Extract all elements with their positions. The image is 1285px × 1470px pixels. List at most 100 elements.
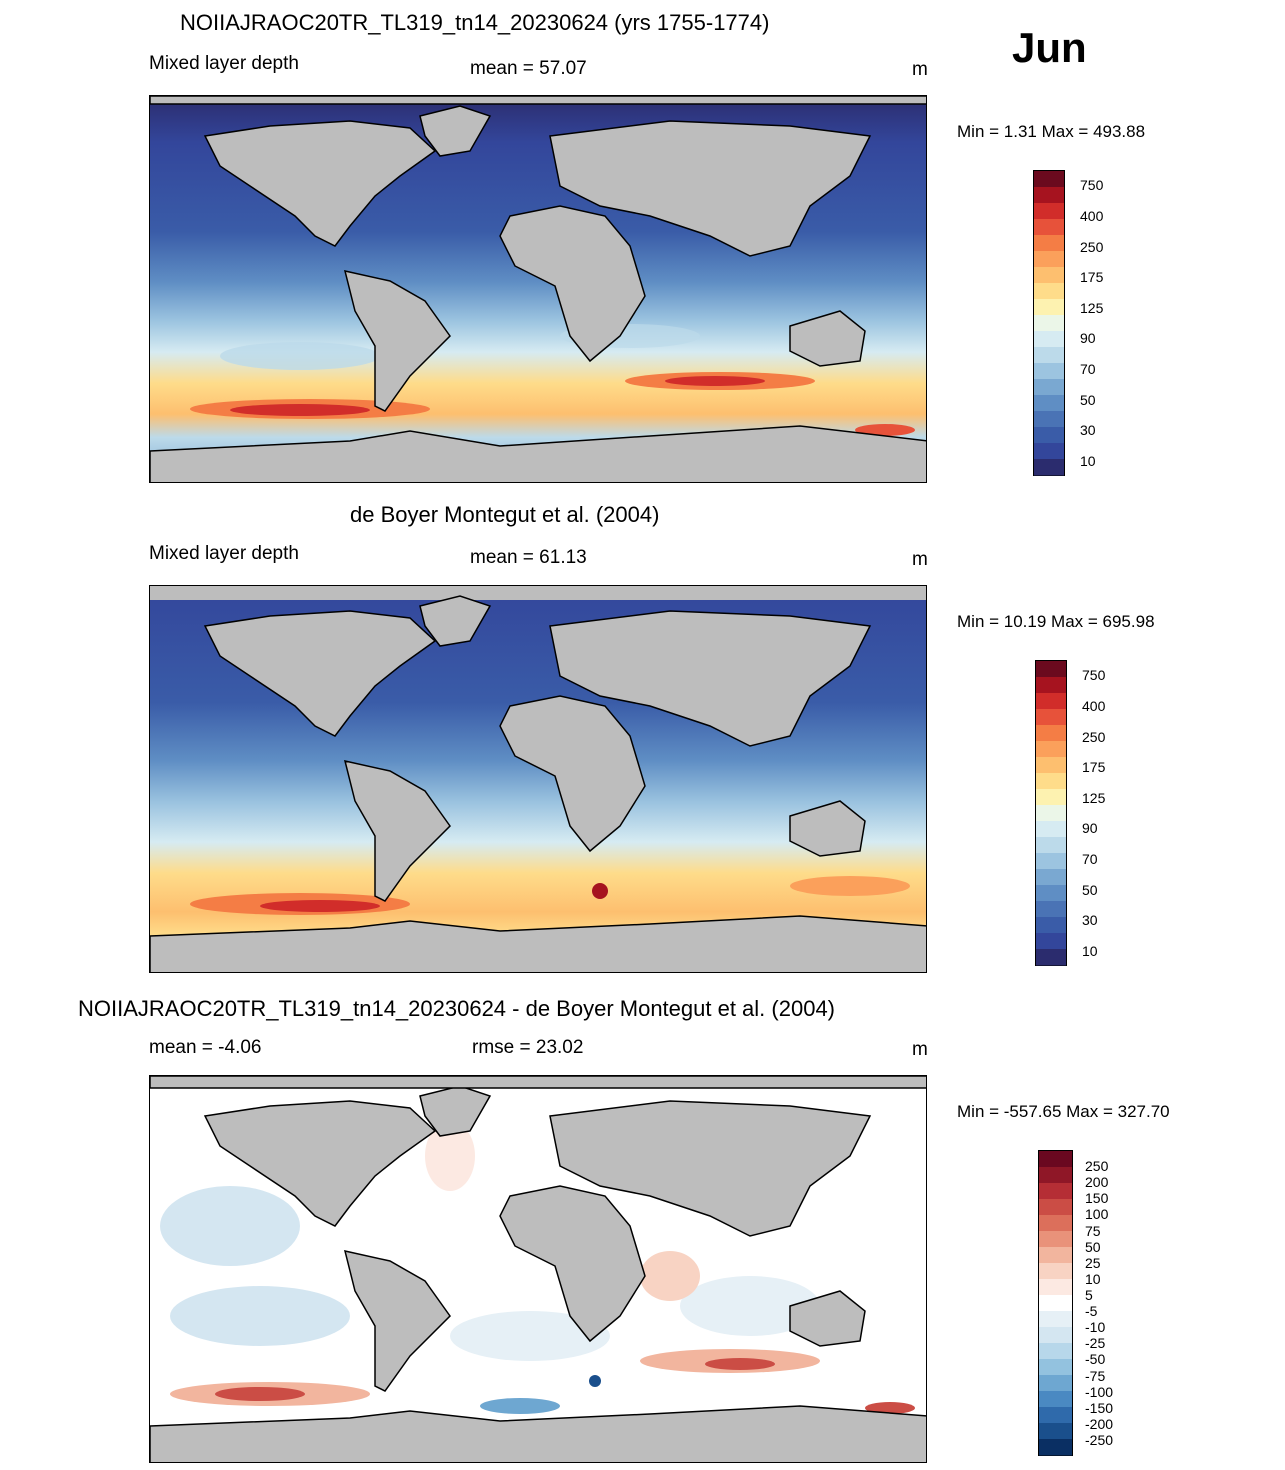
colorbar-tick-label: 400 <box>1080 207 1104 224</box>
panel-title: NOIIAJRAOC20TR_TL319_tn14_20230624 - de … <box>78 996 836 1021</box>
colorbar-cell <box>1039 1343 1072 1360</box>
colorbar-cell <box>1034 219 1064 236</box>
colorbar-cell <box>1039 1183 1072 1200</box>
colorbar-tick-label: 25 <box>1085 1254 1101 1271</box>
colorbar-cell <box>1039 1167 1072 1184</box>
colorbar-cell <box>1036 885 1066 902</box>
units-label: m <box>912 1039 928 1060</box>
panel-title: NOIIAJRAOC20TR_TL319_tn14_20230624 (yrs … <box>180 10 770 35</box>
colorbar-tick-label: -50 <box>1085 1351 1106 1368</box>
colorbar-cell <box>1034 267 1064 284</box>
colorbar-tick-label: 200 <box>1085 1174 1109 1191</box>
colorbar-cell <box>1036 693 1066 710</box>
colorbar-cell <box>1034 235 1064 252</box>
colorbar-cell <box>1034 363 1064 380</box>
colorbar-tick-label: 10 <box>1080 452 1096 469</box>
month-label: Jun <box>1012 24 1087 71</box>
colorbar-tick-label: 150 <box>1085 1190 1109 1207</box>
colorbar-tick-label: 50 <box>1085 1238 1101 1255</box>
units-label: m <box>912 59 928 80</box>
map-obs <box>149 585 927 973</box>
map-model <box>149 95 927 483</box>
colorbar-cell <box>1036 821 1066 838</box>
min-max-label: Min = 1.31 Max = 493.88 <box>957 122 1146 141</box>
rmse-label: rmse = 23.02 <box>472 1037 584 1058</box>
colorbar-cell <box>1039 1423 1072 1440</box>
colorbar-cell <box>1036 789 1066 806</box>
min-max-label: Min = -557.65 Max = 327.70 <box>957 1102 1170 1121</box>
colorbar-tick-label: 400 <box>1082 697 1106 714</box>
colorbar-cell <box>1036 917 1066 934</box>
colorbar-tick-label: 70 <box>1082 850 1098 867</box>
colorbar-cell <box>1036 677 1066 694</box>
colorbar-tick-label: 50 <box>1082 881 1098 898</box>
colorbar-tick-label: 125 <box>1082 789 1106 806</box>
colorbar-cell <box>1039 1311 1072 1328</box>
panel-title: de Boyer Montegut et al. (2004) <box>350 502 660 527</box>
colorbar-tick-label: 250 <box>1080 238 1104 255</box>
variable-label: Mixed layer depth <box>149 543 299 564</box>
colorbar-cell <box>1034 427 1064 444</box>
colorbar-tick-label: 90 <box>1080 330 1096 347</box>
colorbar-tick-label: -10 <box>1085 1319 1106 1336</box>
colorbar-tick-label: 750 <box>1082 667 1106 684</box>
colorbar-cell <box>1039 1199 1072 1216</box>
map-diff <box>149 1075 927 1463</box>
colorbar-tick-label: 10 <box>1085 1270 1101 1287</box>
colorbar-cell <box>1039 1407 1072 1424</box>
colorbar-cell <box>1034 331 1064 348</box>
colorbar-cell <box>1034 299 1064 316</box>
colorbar-tick-label: 750 <box>1080 177 1104 194</box>
colorbar-cell <box>1034 315 1064 332</box>
colorbar-tick-label: -250 <box>1085 1431 1114 1448</box>
land-mask <box>150 1076 926 1462</box>
colorbar-cell <box>1036 901 1066 918</box>
colorbar-cell <box>1039 1215 1072 1232</box>
colorbar-cell <box>1034 187 1064 204</box>
colorbar-cell <box>1036 773 1066 790</box>
colorbar-cell <box>1034 251 1064 268</box>
colorbar-cell <box>1039 1279 1072 1296</box>
colorbar-tick-label: 30 <box>1082 912 1098 929</box>
colorbar-cell <box>1036 709 1066 726</box>
colorbar-cell <box>1039 1151 1072 1168</box>
mean-label: mean = -4.06 <box>149 1037 262 1058</box>
colorbar-obs <box>1035 660 1067 966</box>
mean-label: mean = 57.07 <box>470 58 587 79</box>
colorbar-cell <box>1039 1439 1072 1456</box>
land-mask <box>150 96 926 482</box>
colorbar-cell <box>1036 933 1066 950</box>
colorbar-cell <box>1034 203 1064 220</box>
colorbar-tick-label: -200 <box>1085 1415 1114 1432</box>
colorbar-tick-label: 30 <box>1080 422 1096 439</box>
colorbar-cell <box>1036 661 1066 678</box>
colorbar-tick-label: 100 <box>1085 1206 1109 1223</box>
colorbar-tick-label: 175 <box>1082 759 1106 776</box>
colorbar-cell <box>1034 283 1064 300</box>
colorbar-tick-label: -25 <box>1085 1335 1106 1352</box>
colorbar-cell <box>1036 837 1066 854</box>
colorbar-tick-label: -5 <box>1085 1303 1098 1320</box>
colorbar-cell <box>1036 725 1066 742</box>
colorbar-tick-label: 70 <box>1080 360 1096 377</box>
mean-label: mean = 61.13 <box>470 547 587 568</box>
colorbar-tick-label: 250 <box>1085 1158 1109 1175</box>
colorbar-tick-label: 250 <box>1082 728 1106 745</box>
colorbar-cell <box>1034 395 1064 412</box>
colorbar-cell <box>1036 805 1066 822</box>
units-label: m <box>912 549 928 570</box>
colorbar-tick-label: -100 <box>1085 1383 1114 1400</box>
variable-label: Mixed layer depth <box>149 53 299 74</box>
min-max-label: Min = 10.19 Max = 695.98 <box>957 612 1155 631</box>
colorbar-tick-label: 5 <box>1085 1286 1093 1303</box>
colorbar-cell <box>1036 853 1066 870</box>
colorbar-cell <box>1036 869 1066 886</box>
colorbar-model <box>1033 170 1065 476</box>
land-mask <box>150 595 926 972</box>
colorbar-tick-label: 175 <box>1080 269 1104 286</box>
colorbar-tick-label: 90 <box>1082 820 1098 837</box>
colorbar-tick-label: -150 <box>1085 1399 1114 1416</box>
colorbar-cell <box>1034 171 1064 188</box>
colorbar-tick-label: 50 <box>1080 391 1096 408</box>
colorbar-tick-label: 10 <box>1082 942 1098 959</box>
